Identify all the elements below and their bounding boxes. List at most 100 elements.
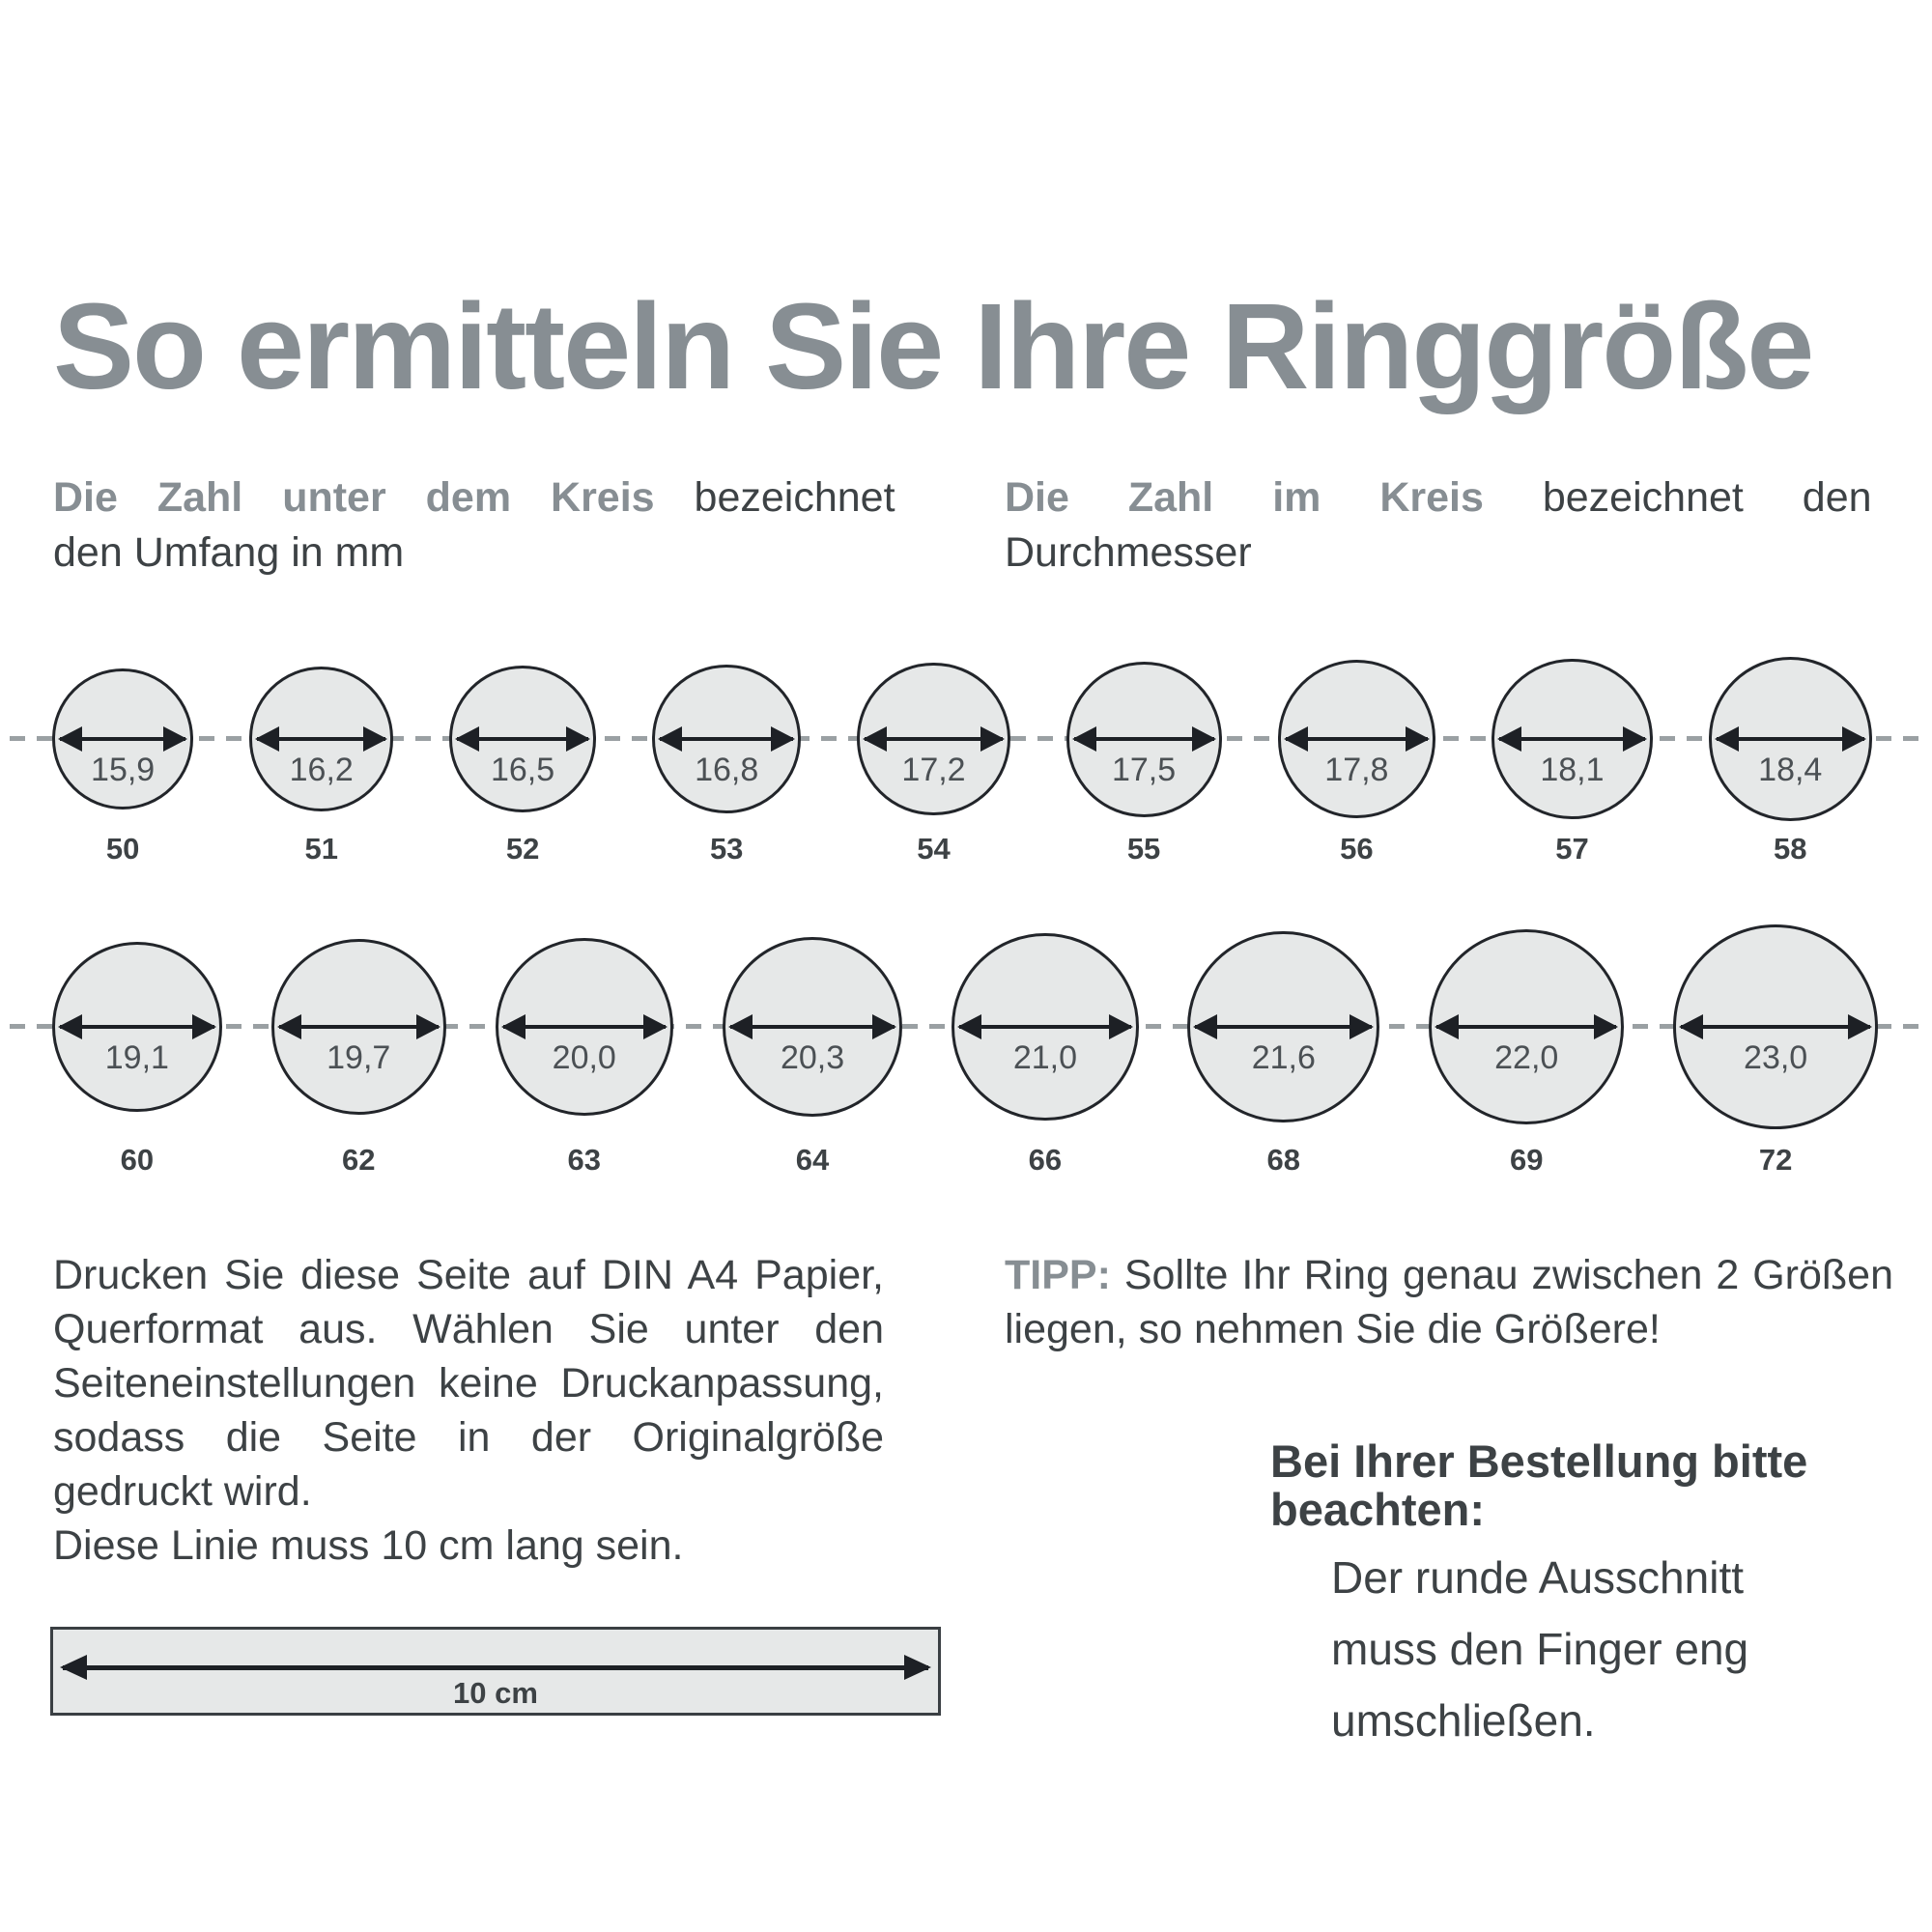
diameter-value: 21,6 <box>1251 1039 1316 1076</box>
ring-size-row-1: 15,9 50 16,2 51 16,5 52 16,8 53 17,2 54 17,5 55 17,8… <box>0 657 1932 867</box>
diameter-arrow-icon <box>455 725 590 752</box>
ruler-length-label: 10 cm <box>453 1676 538 1710</box>
ring-circle-area: 22,0 <box>1429 923 1625 1131</box>
diameter-arrow-icon <box>255 726 388 752</box>
diameter-value: 22,0 <box>1494 1038 1559 1076</box>
ring-cell: 15,9 50 <box>52 657 194 867</box>
diameter-value: 19,1 <box>104 1039 169 1076</box>
legend-circumference-line1: Die Zahl unter dem Kreis bezeichnet <box>53 470 961 526</box>
diameter-value: 15,9 <box>91 751 156 788</box>
ring-size-label: 72 <box>1758 1143 1793 1177</box>
diameter-arrow-icon <box>1283 726 1430 752</box>
diameter-value: 18,4 <box>1758 751 1823 788</box>
ring-circle: 18,1 <box>1492 658 1653 820</box>
diameter-arrow-icon <box>863 725 1005 752</box>
ring-circle-area: 18,1 <box>1492 657 1653 821</box>
ring-cell: 18,4 58 <box>1708 657 1872 867</box>
diameter-arrow-icon <box>1679 1014 1872 1039</box>
ring-size-label: 56 <box>1340 832 1374 866</box>
ring-cell: 18,1 57 <box>1492 657 1653 867</box>
diameter-value: 18,1 <box>1540 751 1605 788</box>
ring-circle-area: 19,1 <box>52 923 222 1131</box>
print-instructions-text: Drucken Sie diese Seite auf DIN A4 Papie… <box>53 1252 884 1515</box>
ring-size-label: 51 <box>304 832 338 866</box>
diameter-arrow-icon <box>58 1014 216 1039</box>
diameter-arrow-icon <box>500 1014 668 1039</box>
ring-size-label: 57 <box>1555 832 1589 866</box>
diameter-arrow-icon <box>1497 725 1647 752</box>
diameter-arrow-icon <box>276 1013 441 1039</box>
ring-circle: 19,1 <box>52 942 222 1112</box>
ring-circle: 17,8 <box>1277 660 1436 818</box>
ring-size-label: 53 <box>709 832 744 866</box>
ring-cell: 16,2 51 <box>249 657 394 867</box>
ring-cell: 21,6 68 <box>1187 923 1380 1178</box>
diameter-arrow-icon <box>1193 1014 1374 1039</box>
ring-circle-area: 17,5 <box>1065 657 1222 821</box>
ring-circle-area: 16,5 <box>449 657 596 821</box>
diameter-value: 16,8 <box>695 751 759 788</box>
ring-circle: 17,2 <box>857 662 1010 816</box>
ring-circle: 16,8 <box>651 664 802 814</box>
legend-circumference-rest: bezeichnet <box>654 474 895 521</box>
diameter-arrow-icon <box>1071 726 1216 752</box>
ring-size-label: 62 <box>342 1143 376 1177</box>
ring-circle-area: 16,2 <box>249 657 394 821</box>
ring-size-label: 50 <box>105 832 140 866</box>
diameter-arrow-icon <box>57 725 188 752</box>
ring-cell: 17,5 55 <box>1065 657 1222 867</box>
ring-cell: 23,0 72 <box>1673 923 1878 1178</box>
ring-circle: 19,7 <box>270 939 446 1115</box>
ring-circle: 23,0 <box>1673 924 1878 1129</box>
legend-diameter-line1: Die Zahl im Kreis bezeichnet den <box>1005 470 1889 526</box>
ring-circle: 21,6 <box>1187 930 1380 1123</box>
diameter-arrow-icon <box>1435 1013 1619 1039</box>
ring-circle: 18,4 <box>1708 657 1872 821</box>
order-note-heading: Bei Ihrer Bestellung bitte beachten: <box>1270 1435 1808 1535</box>
ring-size-label: 54 <box>917 832 951 866</box>
ring-circle-area: 20,0 <box>495 923 673 1131</box>
ring-size-row-2: 19,1 60 19,7 62 20,0 63 20,3 64 21,0 66 21,6 68 22,0… <box>0 923 1932 1178</box>
ring-cell: 21,0 66 <box>952 923 1139 1178</box>
ruler-arrow-icon <box>60 1655 931 1680</box>
ring-circle: 16,5 <box>449 666 596 812</box>
ring-size-label: 68 <box>1266 1143 1301 1177</box>
ring-circle-area: 18,4 <box>1708 657 1872 821</box>
diameter-value: 16,2 <box>289 752 354 788</box>
diameter-value: 16,5 <box>490 751 555 788</box>
ring-cell: 22,0 69 <box>1429 923 1625 1178</box>
legend-circumference-bold: Die Zahl unter dem Kreis <box>53 474 655 521</box>
ring-cell: 20,3 64 <box>722 923 903 1178</box>
ring-circle: 22,0 <box>1429 928 1625 1125</box>
ring-cell: 19,1 60 <box>52 923 222 1178</box>
ring-size-label: 63 <box>567 1143 601 1177</box>
ruler-note-text: Diese Linie muss 10 cm lang sein. <box>53 1522 684 1569</box>
ring-circle: 21,0 <box>952 933 1139 1121</box>
ring-size-label: 58 <box>1774 832 1807 866</box>
ring-circle-area: 17,8 <box>1277 657 1436 821</box>
ring-circle: 20,0 <box>495 938 673 1116</box>
ring-size-label: 60 <box>120 1143 155 1177</box>
tip-label: TIPP: <box>1005 1252 1111 1298</box>
print-instructions: Drucken Sie diese Seite auf DIN A4 Papie… <box>53 1248 884 1573</box>
diameter-arrow-icon <box>657 725 795 752</box>
ring-size-label: 69 <box>1510 1143 1544 1177</box>
legend-diameter: Die Zahl im Kreis bezeichnet den Durchme… <box>1005 470 1889 581</box>
diameter-value: 17,8 <box>1324 752 1389 788</box>
ring-cell: 20,0 63 <box>495 923 673 1178</box>
ring-circle-area: 23,0 <box>1673 923 1878 1131</box>
ring-size-label: 55 <box>1126 832 1161 866</box>
diameter-arrow-icon <box>957 1014 1133 1039</box>
ring-circle-area: 21,0 <box>952 923 1139 1131</box>
ring-cell: 16,8 53 <box>651 657 802 867</box>
ring-size-label: 52 <box>505 832 540 866</box>
tip-paragraph: TIPP: Sollte Ihr Ring genau zwischen 2 G… <box>1005 1248 1893 1356</box>
ring-cell: 19,7 62 <box>270 923 446 1178</box>
order-note-body: Der runde Ausschnitt muss den Finger eng… <box>1331 1552 1749 1746</box>
legend-diameter-bold: Die Zahl im Kreis <box>1005 474 1484 521</box>
ring-cell: 17,2 54 <box>857 657 1010 867</box>
ring-size-label: 66 <box>1028 1143 1063 1177</box>
ring-circle: 16,2 <box>249 667 394 811</box>
legend-diameter-rest: bezeichnet den <box>1483 474 1872 521</box>
diameter-value: 17,5 <box>1111 752 1177 788</box>
